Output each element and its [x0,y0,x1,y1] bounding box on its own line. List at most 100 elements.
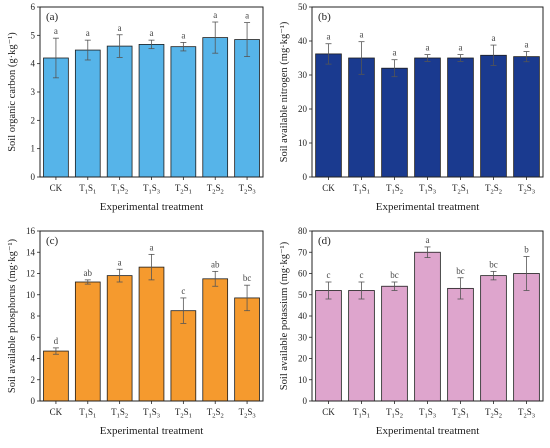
significance-letter: ab [84,268,93,278]
bar [381,285,408,402]
y-tick-label: 0 [31,172,36,182]
y-tick-label: 6 [31,332,36,342]
y-tick-label: 4 [31,59,36,69]
bar [315,290,342,402]
y-tick-label: 20 [298,104,308,114]
y-tick-label: 10 [298,138,308,148]
y-tick-label: 3 [31,87,36,97]
significance-letter: a [118,23,122,33]
significance-letter: a [525,40,529,50]
significance-letter: a [150,242,154,252]
significance-letter: a [150,28,154,38]
x-tick-label: T1S2 [386,183,403,196]
y-tick-label: 4 [31,354,36,364]
plot-frame [311,6,544,178]
x-tick-label: T2S2 [485,407,502,420]
x-tick-label: T2S3 [518,407,535,420]
x-tick-label: T1S2 [386,407,403,420]
chart-panel-1: 0 1 2 3 4 5 6 a CK a T1S1 a T1S2 a T1S3 a T2S1 a T2S2 a T2S3… [7,2,264,213]
y-tick-label: 20 [298,354,308,364]
x-tick-label: CK [322,407,335,417]
y-tick-label: 2 [31,115,36,125]
bar [447,287,474,402]
bar [106,275,133,402]
significance-letter: a [393,48,397,58]
significance-letter: bc [489,259,498,269]
y-tick-label: 1 [31,144,36,154]
y-tick-label: 10 [298,375,308,385]
x-axis-label: Experimental treatment [100,201,204,213]
significance-letter: bc [390,270,399,280]
y-axis-label: Soil available nitrogen (mg·kg⁻¹) [279,21,290,162]
x-tick-label: T2S1 [452,183,469,196]
y-axis-label: Soil available phosphorus (mg·kg⁻¹) [7,238,18,393]
y-axis-label: Soil available potassium (mg·kg⁻¹) [279,241,290,390]
y-tick-label: 12 [26,269,35,279]
panel-tag: (a) [46,11,59,23]
bar [480,54,507,178]
significance-letter: a [426,43,430,53]
x-tick-label: CK [50,407,63,417]
bar [74,281,101,402]
y-tick-label: 0 [303,172,308,182]
x-axis-label: Experimental treatment [376,425,480,437]
x-axis-label: Experimental treatment [100,425,204,437]
significance-letter: a [492,33,496,43]
x-tick-label: T1S1 [353,407,370,420]
y-tick-label: 40 [298,36,308,46]
y-tick-label: 30 [298,332,308,342]
x-tick-label: T1S2 [111,183,128,196]
y-tick-label: 80 [298,226,308,236]
plot-frame [311,230,544,402]
bar [234,297,260,402]
y-tick-label: 8 [31,311,36,321]
y-tick-label: 30 [298,70,308,80]
bar [348,57,375,178]
significance-letter: c [181,286,185,296]
x-tick-label: T1S3 [419,407,436,420]
significance-letter: a [54,26,58,36]
x-tick-label: T2S1 [175,183,192,196]
significance-letter: a [213,10,217,20]
y-tick-label: 60 [298,269,308,279]
bar [202,37,229,178]
bar [43,350,69,402]
y-tick-label: 6 [31,2,36,12]
significance-letter: ab [211,259,220,269]
y-tick-label: 50 [298,2,308,12]
bar [138,44,165,178]
y-tick-label: 40 [298,311,308,321]
y-tick-label: 0 [31,396,36,406]
bar [315,53,342,178]
significance-letter: a [426,235,430,245]
significance-letter: a [360,30,364,40]
significance-letter: a [459,43,463,53]
significance-letter: bc [243,273,252,283]
significance-letter: c [360,270,364,280]
significance-letter: a [86,28,90,38]
x-tick-label: T2S3 [518,183,535,196]
significance-letter: a [118,257,122,267]
x-tick-label: T2S2 [485,183,502,196]
significance-letter: a [327,32,331,42]
panel-tag: (d) [318,235,331,247]
y-tick-label: 5 [31,30,36,40]
x-tick-label: T2S3 [239,407,256,420]
x-tick-label: CK [50,183,63,193]
bar [480,275,507,402]
panel-tag: (c) [46,235,59,247]
panel-tag: (b) [318,11,331,23]
bar [170,46,197,178]
x-tick-label: T1S3 [419,183,436,196]
significance-letter: b [524,245,529,255]
plot-frame [39,230,264,402]
x-tick-label: T1S3 [143,407,160,420]
bar [202,278,229,402]
bar [170,310,197,402]
bar [513,56,540,178]
y-tick-label: 2 [31,375,36,385]
chart-panel-4: 0 10 20 30 40 50 60 70 80 c CK c T1S1 bc T1S2 a T1S3 bc T2… [279,226,544,437]
x-tick-label: T1S1 [79,407,96,420]
significance-letter: c [327,270,331,280]
